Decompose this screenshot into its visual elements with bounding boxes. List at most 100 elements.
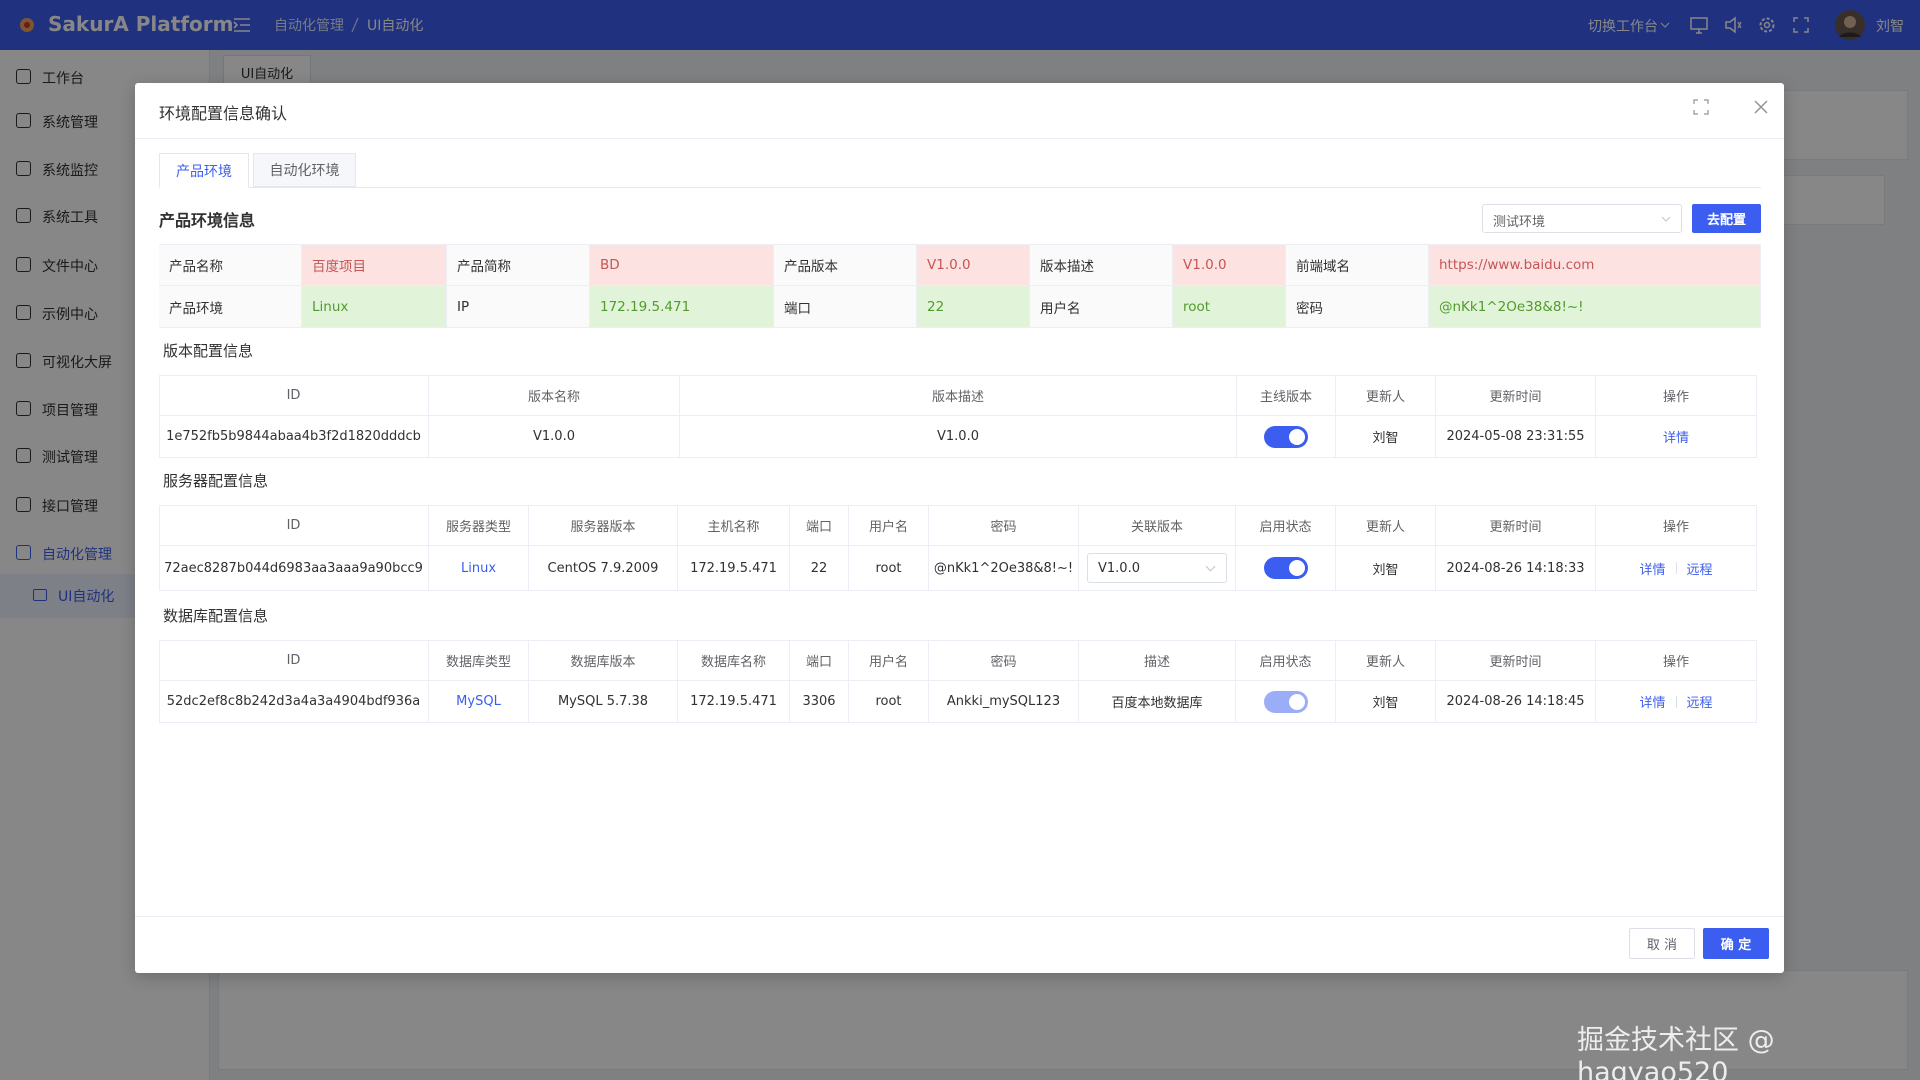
menu-item[interactable]: 文件中心 <box>42 259 98 275</box>
action-link[interactable]: 远程 <box>1686 562 1713 578</box>
toggle-knob <box>1289 428 1305 445</box>
table-title: 数据库配置信息 <box>163 607 269 625</box>
info-label: 产品名称 <box>159 244 302 286</box>
toggle-switch <box>1263 690 1308 713</box>
breadcrumb-item: UI自动化 <box>367 18 424 34</box>
table-header-cell: ID <box>159 375 429 416</box>
table-cell: 1e752fb5b9844abaa4b3f2d1820dddcb <box>159 416 429 458</box>
menu-item[interactable]: 可视化大屏 <box>42 355 112 371</box>
info-label: 前端域名 <box>1286 244 1429 286</box>
settings-icon[interactable] <box>1757 15 1777 35</box>
type-link[interactable]: Linux <box>429 546 529 591</box>
table-cell: 2024-08-26 14:18:45 <box>1436 681 1596 723</box>
table-header-cell: 密码 <box>929 640 1079 681</box>
menu-item[interactable]: 示例中心 <box>42 307 98 323</box>
table-header-cell: 更新时间 <box>1436 505 1596 546</box>
screen-icon[interactable] <box>1689 15 1709 35</box>
config-button[interactable]: 去配置 <box>1692 204 1761 233</box>
info-label: 端口 <box>774 286 917 328</box>
top-bar: SakurA Platform 自动化管理 UI自动化 切换工作台 刘智 <box>0 0 1920 50</box>
table-cell: 刘智 <box>1336 416 1436 458</box>
table-header-cell: 操作 <box>1596 505 1757 546</box>
table-header-cell: 更新人 <box>1336 640 1436 681</box>
table-cell: V1.0.0 <box>429 416 680 458</box>
logo-text: SakurA Platform <box>48 12 234 36</box>
info-label: 版本描述 <box>1030 244 1173 286</box>
action-link[interactable]: 详情 <box>1639 562 1666 578</box>
action-cell: 详情 远程 <box>1596 681 1757 723</box>
cancel-button[interactable]: 取 消 <box>1629 928 1695 959</box>
tab-active[interactable]: 产品环境 <box>159 153 249 188</box>
table-cell: 172.19.5.471 <box>678 681 790 723</box>
table-cell: 刘智 <box>1336 546 1436 591</box>
env-select[interactable]: 测试环境 <box>1482 204 1682 233</box>
table-header-cell: 启用状态 <box>1236 505 1336 546</box>
user-name[interactable]: 刘智 <box>1876 19 1904 35</box>
table-cell: 3306 <box>790 681 849 723</box>
table-cell: root <box>849 681 929 723</box>
table-header-cell: 数据库类型 <box>429 640 529 681</box>
action-cell: 详情 远程 <box>1596 546 1757 591</box>
submenu-item[interactable]: UI自动化 <box>58 589 115 605</box>
page-card <box>1780 175 1885 225</box>
table-cell: MySQL 5.7.38 <box>529 681 678 723</box>
table-cell: CentOS 7.9.2009 <box>529 546 678 591</box>
menu-item[interactable]: 测试管理 <box>42 450 98 466</box>
menu-item[interactable]: 项目管理 <box>42 403 98 419</box>
info-label: 用户名 <box>1030 286 1173 328</box>
table-title: 版本配置信息 <box>163 342 254 360</box>
table-cell: 52dc2ef8c8b242d3a4a3a4904bdf936a <box>159 681 429 723</box>
menu-toggle[interactable] <box>232 16 252 34</box>
workspace-switch[interactable]: 切换工作台 <box>1588 19 1658 35</box>
action-separator <box>1675 562 1677 574</box>
action-cell: 详情 <box>1596 416 1757 458</box>
close-icon[interactable] <box>1753 99 1769 115</box>
modal-title: 环境配置信息确认 <box>159 104 288 123</box>
info-value: 22 <box>917 286 1030 328</box>
menu-icon <box>16 257 31 272</box>
table-cell: @nKk1^2Oe38&8!~! <box>929 546 1079 591</box>
menu-item[interactable]: 系统管理 <box>42 115 98 131</box>
info-label: 产品简称 <box>447 244 590 286</box>
switch-cell <box>1236 681 1336 723</box>
toggle-switch[interactable] <box>1264 425 1308 448</box>
version-select[interactable]: V1.0.0 <box>1087 553 1227 583</box>
sound-icon[interactable] <box>1723 15 1743 35</box>
table-header-cell: 端口 <box>790 640 849 681</box>
menu-item[interactable]: 自动化管理 <box>42 547 112 563</box>
fullscreen-icon[interactable] <box>1791 15 1811 35</box>
toggle-knob <box>1288 560 1305 576</box>
confirm-button[interactable]: 确 定 <box>1703 928 1769 959</box>
menu-item[interactable]: 系统监控 <box>42 163 98 179</box>
select-value: V1.0.0 <box>1098 560 1140 576</box>
toggle-switch[interactable] <box>1263 557 1308 579</box>
table-header-cell: 更新时间 <box>1436 375 1596 416</box>
avatar[interactable] <box>1834 9 1866 41</box>
action-link[interactable]: 详情 <box>1662 431 1689 446</box>
tab[interactable]: 自动化环境 <box>253 153 356 187</box>
maximize-icon[interactable] <box>1693 99 1709 115</box>
table-header-cell: 操作 <box>1596 640 1757 681</box>
menu-icon <box>16 69 31 84</box>
table-header-cell: 用户名 <box>849 640 929 681</box>
breadcrumb-item[interactable]: 自动化管理 <box>274 18 344 34</box>
table-cell: 172.19.5.471 <box>678 546 790 591</box>
menu-item[interactable]: 系统工具 <box>42 210 98 226</box>
action-link[interactable]: 远程 <box>1686 696 1713 711</box>
table-cell: 百度本地数据库 <box>1079 681 1236 723</box>
menu-item[interactable]: 接口管理 <box>42 499 98 515</box>
type-link[interactable]: MySQL <box>429 681 529 723</box>
table-header-cell: 服务器类型 <box>429 505 529 546</box>
menu-icon <box>16 353 31 368</box>
action-link[interactable]: 详情 <box>1639 696 1666 711</box>
menu-item[interactable]: 工作台 <box>42 71 84 87</box>
switch-cell <box>1236 546 1336 591</box>
table-header-cell: 版本描述 <box>680 375 1237 416</box>
info-value: root <box>1173 286 1286 328</box>
switch-cell <box>1237 416 1336 458</box>
info-label: IP <box>447 286 590 328</box>
table-cell: V1.0.0 <box>680 416 1237 458</box>
table-header-cell: 数据库版本 <box>529 640 678 681</box>
table-cell: 2024-08-26 14:18:33 <box>1436 546 1596 591</box>
